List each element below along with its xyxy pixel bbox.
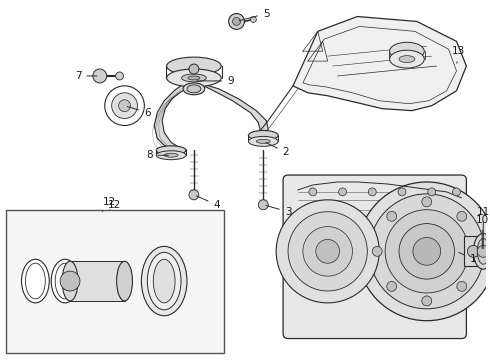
Circle shape xyxy=(368,188,376,196)
Circle shape xyxy=(385,210,468,293)
Circle shape xyxy=(357,182,490,321)
Text: 5: 5 xyxy=(239,9,270,21)
Ellipse shape xyxy=(164,153,178,157)
Circle shape xyxy=(276,200,379,303)
Circle shape xyxy=(398,188,406,196)
Circle shape xyxy=(93,69,107,83)
Bar xyxy=(6,210,223,354)
Circle shape xyxy=(112,93,137,118)
Circle shape xyxy=(288,212,368,291)
Circle shape xyxy=(387,282,397,291)
Circle shape xyxy=(422,197,432,207)
Circle shape xyxy=(105,86,145,126)
Bar xyxy=(465,237,482,266)
Ellipse shape xyxy=(188,76,200,80)
Ellipse shape xyxy=(181,74,206,82)
Ellipse shape xyxy=(25,263,45,299)
Ellipse shape xyxy=(117,261,132,301)
Circle shape xyxy=(189,190,199,200)
PathPatch shape xyxy=(293,17,466,111)
Circle shape xyxy=(428,188,436,196)
Ellipse shape xyxy=(62,261,78,301)
Text: 12: 12 xyxy=(103,197,116,210)
Text: 3: 3 xyxy=(266,206,292,217)
Ellipse shape xyxy=(183,83,205,95)
Text: 12: 12 xyxy=(102,200,121,211)
Text: 6: 6 xyxy=(127,107,150,118)
Ellipse shape xyxy=(248,130,278,140)
Text: 4: 4 xyxy=(196,196,220,210)
Ellipse shape xyxy=(390,50,424,68)
Circle shape xyxy=(233,18,241,26)
Text: 2: 2 xyxy=(266,143,290,157)
Ellipse shape xyxy=(477,238,489,264)
Circle shape xyxy=(467,246,479,257)
Text: 1: 1 xyxy=(459,252,477,264)
Ellipse shape xyxy=(390,42,424,60)
Ellipse shape xyxy=(167,57,221,75)
Circle shape xyxy=(60,271,80,291)
Circle shape xyxy=(453,188,461,196)
Ellipse shape xyxy=(248,136,278,146)
Circle shape xyxy=(413,238,441,265)
Text: 7: 7 xyxy=(74,71,97,81)
Circle shape xyxy=(457,282,467,291)
Text: 8: 8 xyxy=(146,150,169,160)
Ellipse shape xyxy=(473,234,490,269)
Ellipse shape xyxy=(153,259,175,303)
Ellipse shape xyxy=(22,259,49,303)
Ellipse shape xyxy=(187,85,201,93)
Circle shape xyxy=(372,246,382,256)
Circle shape xyxy=(316,239,340,263)
Circle shape xyxy=(250,17,256,22)
Circle shape xyxy=(119,100,130,112)
Text: 11: 11 xyxy=(477,207,490,248)
Circle shape xyxy=(422,296,432,306)
Circle shape xyxy=(477,246,489,257)
Ellipse shape xyxy=(147,252,181,310)
Bar xyxy=(70,261,124,301)
Circle shape xyxy=(309,188,317,196)
PathPatch shape xyxy=(206,85,268,142)
Text: 9: 9 xyxy=(196,76,234,86)
Ellipse shape xyxy=(142,246,187,316)
Circle shape xyxy=(399,224,455,279)
Circle shape xyxy=(369,194,484,309)
Ellipse shape xyxy=(167,69,221,87)
Ellipse shape xyxy=(399,56,415,63)
Text: 13: 13 xyxy=(452,46,465,63)
Circle shape xyxy=(387,211,397,221)
Circle shape xyxy=(189,64,199,74)
FancyBboxPatch shape xyxy=(283,175,466,338)
Circle shape xyxy=(229,14,245,30)
Circle shape xyxy=(116,72,123,80)
Circle shape xyxy=(471,246,481,256)
Circle shape xyxy=(339,188,346,196)
Ellipse shape xyxy=(256,139,270,143)
PathPatch shape xyxy=(154,85,189,152)
Ellipse shape xyxy=(156,151,186,160)
Circle shape xyxy=(457,211,467,221)
Text: 10: 10 xyxy=(476,215,489,248)
Circle shape xyxy=(303,226,352,276)
Ellipse shape xyxy=(51,259,79,303)
Ellipse shape xyxy=(156,146,186,155)
Circle shape xyxy=(258,200,268,210)
Ellipse shape xyxy=(55,263,75,299)
